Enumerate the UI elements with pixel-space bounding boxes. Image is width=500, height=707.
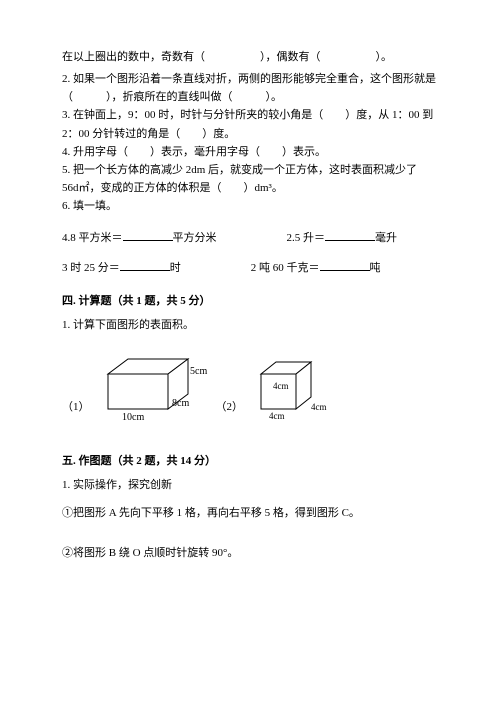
cube-figure: 4cm 4cm 4cm bbox=[251, 354, 331, 422]
fill-row-2: 3 时 25 分＝ 时 2 吨 60 千克＝ 吨 bbox=[62, 259, 438, 277]
q4-line: 4. 升用字母（ ）表示，毫升用字母（ ）表示。 bbox=[62, 143, 438, 161]
q2-line1: 2. 如果一个图形沿着一条直线对折，两侧的图形能够完全重合，这个图形就是 bbox=[62, 70, 438, 88]
sec5-sub2: ②将图形 B 绕 O 点顺时针旋转 90°。 bbox=[62, 544, 438, 562]
blank bbox=[320, 259, 370, 271]
q3-line1: 3. 在钟面上，9：00 时，时针与分针所夹的较小角是（ ）度，从 1：00 到 bbox=[62, 106, 438, 124]
page-content: 在以上圈出的数中，奇数有（ ），偶数有（ ）。 2. 如果一个图形沿着一条直线对… bbox=[0, 0, 500, 602]
sec4-q1: 1. 计算下面图形的表面积。 bbox=[62, 316, 438, 334]
sec5-sub1: ①把图形 A 先向下平移 1 格，再向右平移 5 格，得到图形 C。 bbox=[62, 504, 438, 522]
blank bbox=[123, 229, 173, 241]
fill-2a: 3 时 25 分＝ 时 bbox=[62, 259, 181, 277]
q6-line: 6. 填一填。 bbox=[62, 197, 438, 215]
blank bbox=[120, 259, 170, 271]
figures-row: （1） 5cm 8cm 10cm （2） 4cm 4cm 4cm bbox=[62, 354, 438, 422]
fill-2b: 2 吨 60 千克＝ 吨 bbox=[251, 259, 381, 277]
odd-even-line: 在以上圈出的数中，奇数有（ ），偶数有（ ）。 bbox=[62, 48, 438, 66]
fill-2a-left: 3 时 25 分＝ bbox=[62, 262, 120, 274]
q3-line2: 2：00 分针转过的角是（ ）度。 bbox=[62, 125, 438, 143]
fill-1b: 2.5 升＝ 毫升 bbox=[287, 229, 398, 247]
fill-1b-unit: 毫升 bbox=[375, 232, 397, 244]
q5-line2: 56d㎡，变成的正方体的体积是（ ）dm³。 bbox=[62, 179, 438, 197]
fill-2b-left: 2 吨 60 千克＝ bbox=[251, 262, 320, 274]
cuboid-length-label: 10cm bbox=[122, 412, 144, 422]
fill-1a: 4.8 平方米＝ 平方分米 bbox=[62, 229, 217, 247]
sec5-q1: 1. 实际操作，探究创新 bbox=[62, 476, 438, 494]
cuboid-figure: 5cm 8cm 10cm bbox=[98, 354, 208, 422]
blank bbox=[325, 229, 375, 241]
q5-line1: 5. 把一个长方体的高减少 2dm 后，就变成一个正方体，这时表面积减少了 bbox=[62, 161, 438, 179]
section-4-title: 四. 计算题（共 1 题，共 5 分） bbox=[62, 292, 438, 310]
fill-1a-unit: 平方分米 bbox=[173, 232, 217, 244]
fill-row-1: 4.8 平方米＝ 平方分米 2.5 升＝ 毫升 bbox=[62, 229, 438, 247]
cube-edge-label-1: 4cm bbox=[273, 381, 289, 391]
cube-edge-label-3: 4cm bbox=[269, 411, 285, 421]
fill-2b-unit: 吨 bbox=[370, 262, 381, 274]
fig-label-2: （2） bbox=[216, 398, 244, 422]
fill-1b-left: 2.5 升＝ bbox=[287, 232, 326, 244]
q2-line2: （ ），折痕所在的直线叫做（ ）。 bbox=[62, 88, 438, 106]
fill-2a-unit: 时 bbox=[170, 262, 181, 274]
section-5-title: 五. 作图题（共 2 题，共 14 分） bbox=[62, 452, 438, 470]
cube-edge-label-2: 4cm bbox=[311, 402, 327, 412]
fig-label-1: （1） bbox=[62, 398, 90, 422]
fill-1a-left: 4.8 平方米＝ bbox=[62, 232, 123, 244]
cuboid-height-label: 5cm bbox=[190, 366, 207, 377]
cuboid-width-label: 8cm bbox=[172, 398, 189, 409]
